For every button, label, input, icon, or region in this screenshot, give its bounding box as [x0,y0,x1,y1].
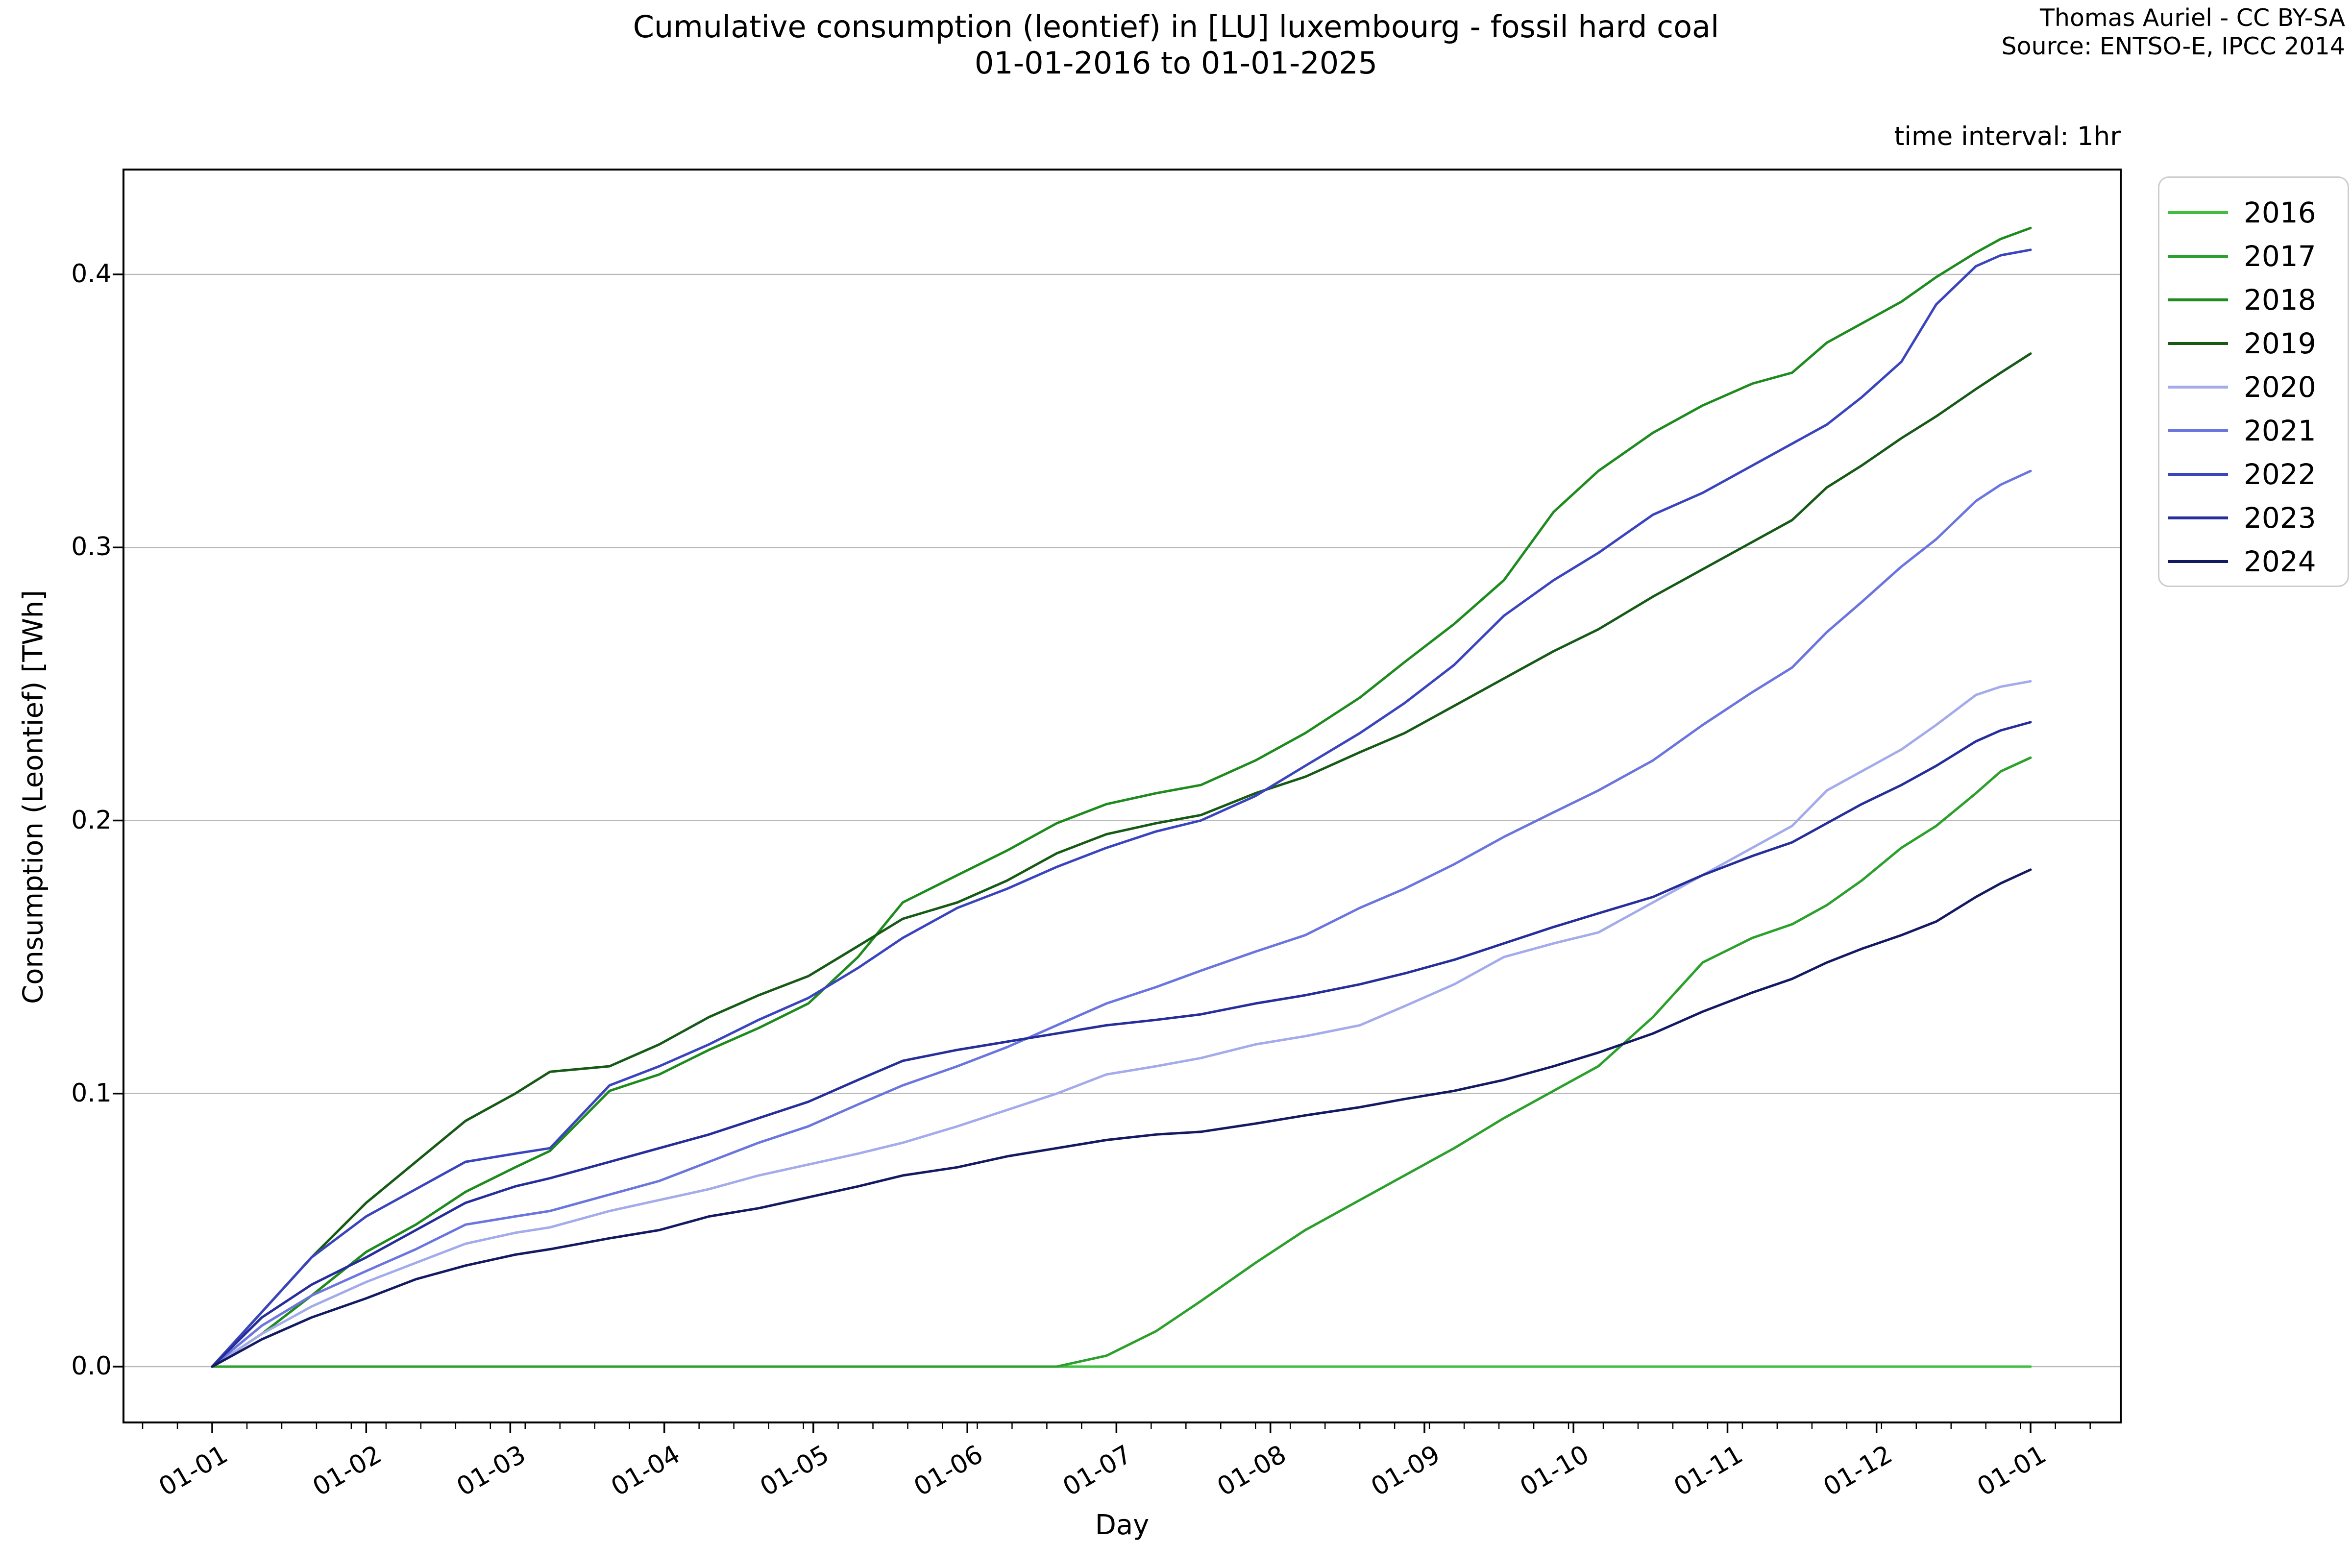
series-line-2019 [211,352,2032,1368]
legend-item-2018: 2018 [2159,278,2348,321]
legend-label-2017: 2017 [2244,239,2316,273]
chart-title-line2: 01-01-2016 to 01-01-2025 [974,45,1378,81]
legend-label-2018: 2018 [2244,283,2316,317]
legend-label-2019: 2019 [2244,326,2316,360]
series-line-2024 [211,868,2032,1368]
legend-swatch-2017 [2168,254,2228,258]
legend-label-2024: 2024 [2244,544,2316,578]
y-axis-label: Consumption (Leontief) [TWh] [17,589,49,1004]
attribution-author: Thomas Auriel - CC BY-SA [2039,4,2345,32]
y-tick-label: 0.1 [71,1078,112,1108]
legend-item-2020: 2020 [2159,365,2348,409]
legend-item-2024: 2024 [2159,539,2348,583]
legend-item-2016: 2016 [2159,191,2348,234]
legend-swatch-2023 [2168,516,2228,519]
time-interval-note: time interval: 1hr [1894,122,2121,151]
legend-swatch-2018 [2168,298,2228,301]
y-tick-label: 0.4 [71,259,112,289]
legend-item-2023: 2023 [2159,496,2348,539]
legend-item-2022: 2022 [2159,452,2348,496]
legend-label-2020: 2020 [2244,370,2316,404]
legend-swatch-2021 [2168,429,2228,432]
legend-label-2016: 2016 [2244,196,2316,229]
legend-item-2021: 2021 [2159,409,2348,452]
legend-label-2021: 2021 [2244,414,2316,447]
x-axis-label: Day [1095,1509,1150,1541]
legend: 2016 2017 2018 2019 2020 2021 2022 2023 2024 [2158,176,2349,587]
legend-item-2019: 2019 [2159,321,2348,365]
series-line-2017 [211,756,2032,1368]
series-line-2021 [211,469,2032,1368]
series-line-2018 [211,226,2032,1368]
legend-swatch-2019 [2168,342,2228,345]
page-title: Cumulative consumption (leontief) in [LU… [0,9,2352,81]
legend-label-2022: 2022 [2244,457,2316,491]
legend-swatch-2024 [2168,560,2228,563]
y-tick-label: 0.2 [71,805,112,835]
legend-swatch-2020 [2168,385,2228,389]
legend-swatch-2022 [2168,472,2228,476]
y-tick-label: 0.0 [71,1351,112,1381]
chart-title-line1: Cumulative consumption (leontief) in [LU… [633,9,1719,45]
legend-item-2017: 2017 [2159,234,2348,278]
legend-label-2023: 2023 [2244,501,2316,535]
series-line-2022 [211,248,2032,1368]
attribution-source: Source: ENTSO-E, IPCC 2014 [2001,32,2345,60]
y-tick-label: 0.3 [71,532,112,562]
axes-spines [122,169,2122,1423]
series-line-2020 [211,680,2032,1368]
legend-swatch-2016 [2168,211,2228,214]
series-line-2023 [211,721,2032,1368]
attribution: Thomas Auriel - CC BY-SA Source: ENTSO-E… [2002,4,2345,61]
